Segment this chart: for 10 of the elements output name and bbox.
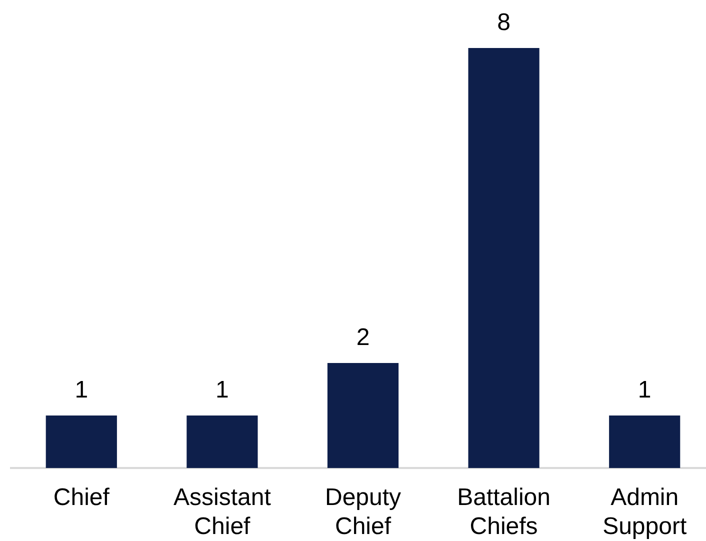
x-tick-label: Admin Support [602,484,687,540]
x-tick-label: Battalion Chiefs [457,484,551,540]
x-tick-label: Deputy Chief [324,484,402,540]
data-label: 2 [356,324,370,351]
x-tick-label: Chief [53,484,110,512]
data-label: 1 [638,376,652,404]
data-label: 1 [74,376,88,404]
data-label: 8 [497,9,510,36]
data-label: 1 [216,376,229,404]
x-tick-label: Assistant Chief [174,484,272,540]
